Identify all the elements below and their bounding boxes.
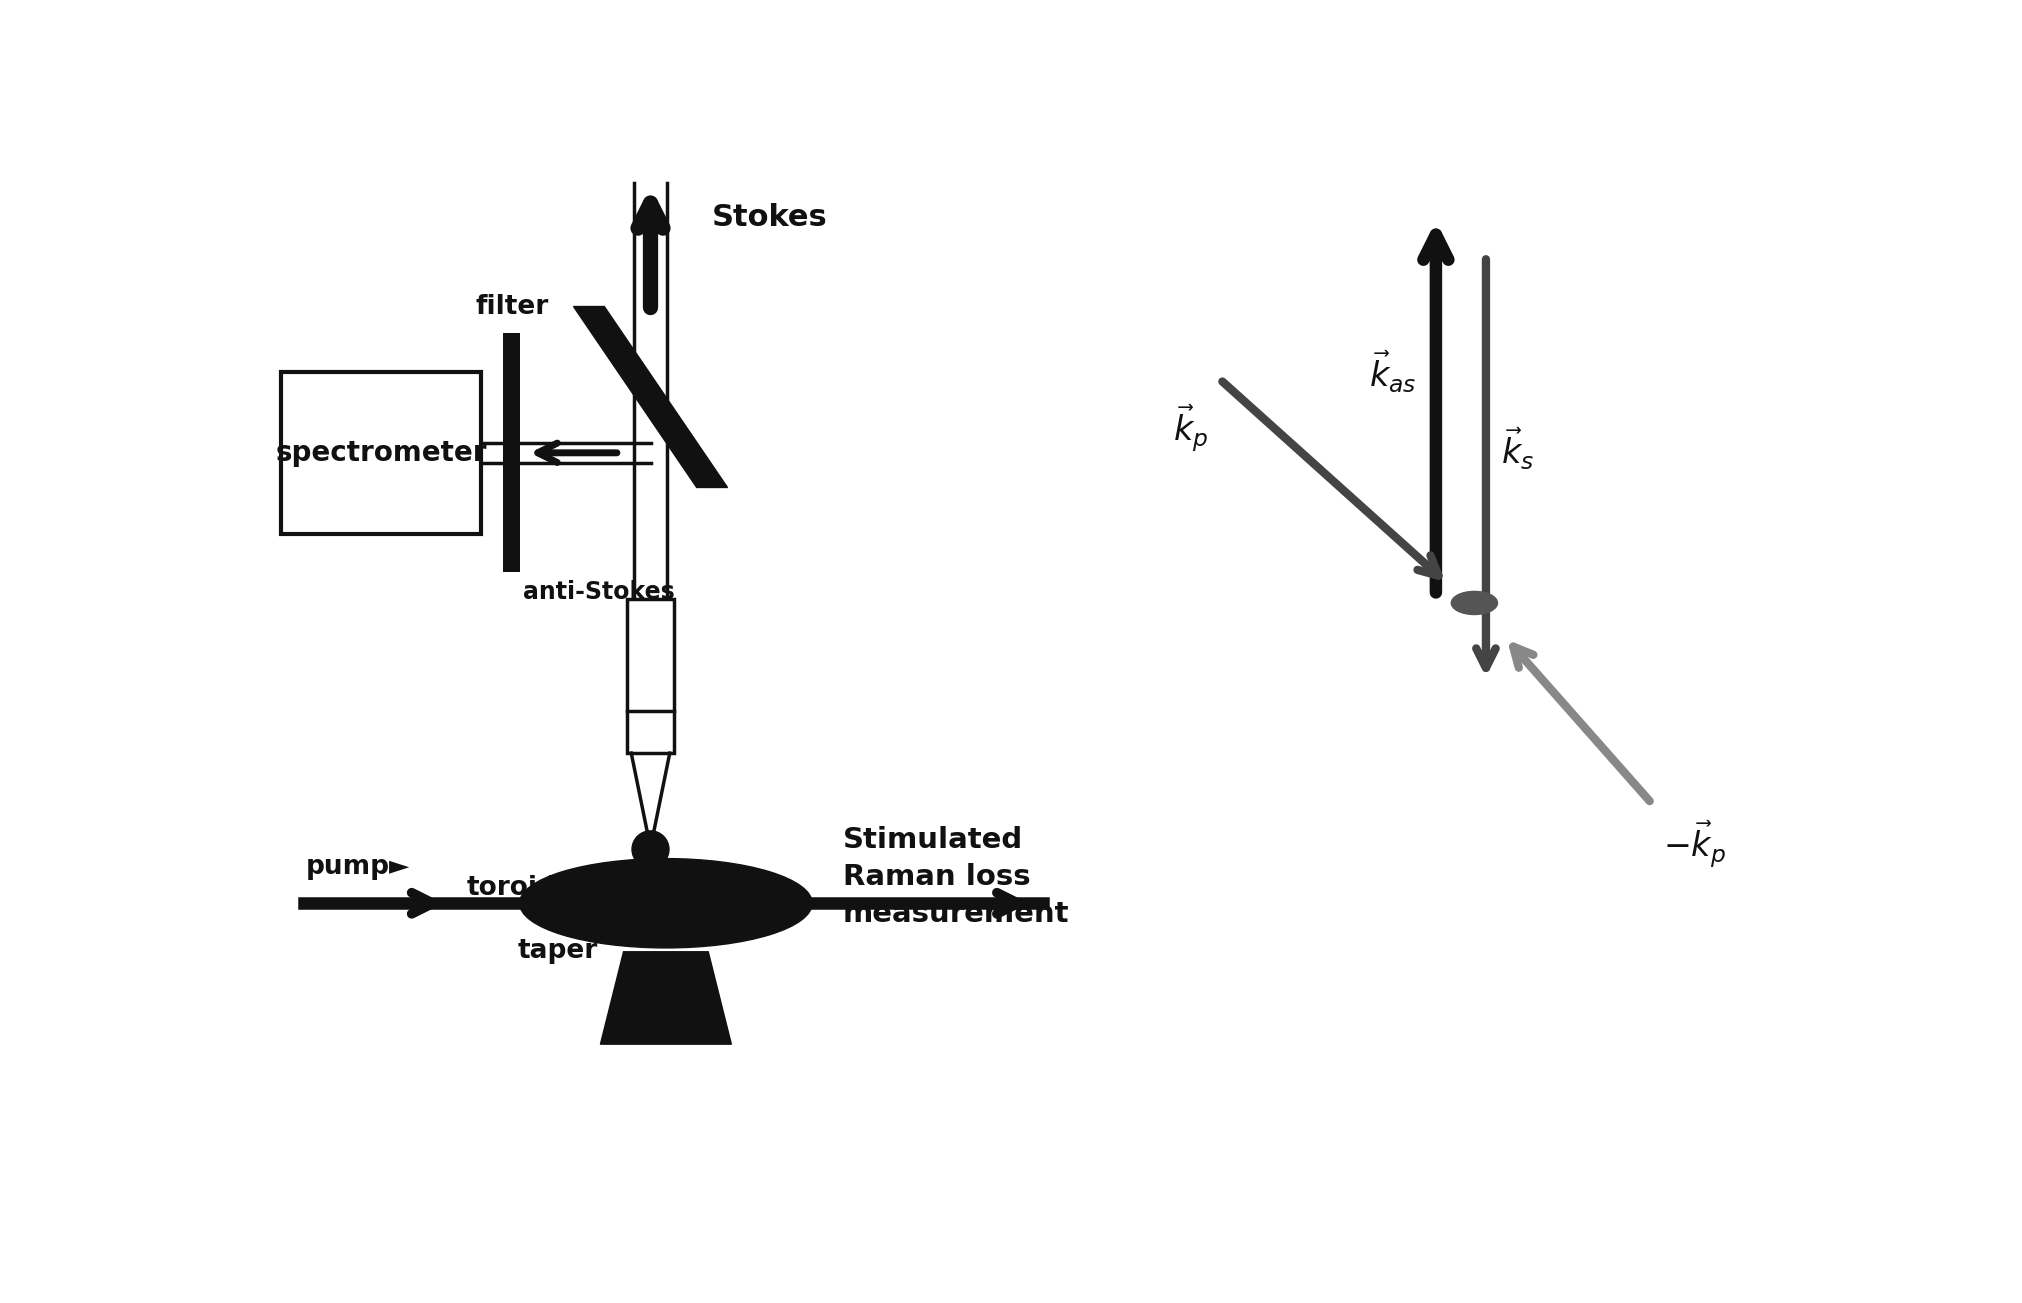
Circle shape <box>633 831 669 868</box>
Text: toroid: toroid <box>467 874 556 900</box>
Bar <box>281 371 481 534</box>
Text: $\vec{k}_{s}$: $\vec{k}_{s}$ <box>1502 426 1535 472</box>
Text: spectrometer: spectrometer <box>275 439 487 466</box>
Bar <box>503 334 520 572</box>
Text: pump►: pump► <box>305 855 410 880</box>
Ellipse shape <box>520 859 813 947</box>
Polygon shape <box>574 306 728 487</box>
Text: $\vec{k}_{p}$: $\vec{k}_{p}$ <box>1173 403 1209 455</box>
Ellipse shape <box>1452 592 1498 615</box>
Text: taper: taper <box>518 938 599 964</box>
Text: $-\vec{k}_{p}$: $-\vec{k}_{p}$ <box>1662 818 1727 870</box>
Text: Stokes: Stokes <box>712 203 827 232</box>
Text: $\vec{k}_{as}$: $\vec{k}_{as}$ <box>1369 349 1417 395</box>
Text: Stimulated
Raman loss
measurement: Stimulated Raman loss measurement <box>843 826 1070 928</box>
Bar <box>627 599 673 753</box>
Polygon shape <box>601 951 732 1044</box>
Text: filter: filter <box>475 293 548 319</box>
Text: anti-Stokes: anti-Stokes <box>524 580 675 603</box>
